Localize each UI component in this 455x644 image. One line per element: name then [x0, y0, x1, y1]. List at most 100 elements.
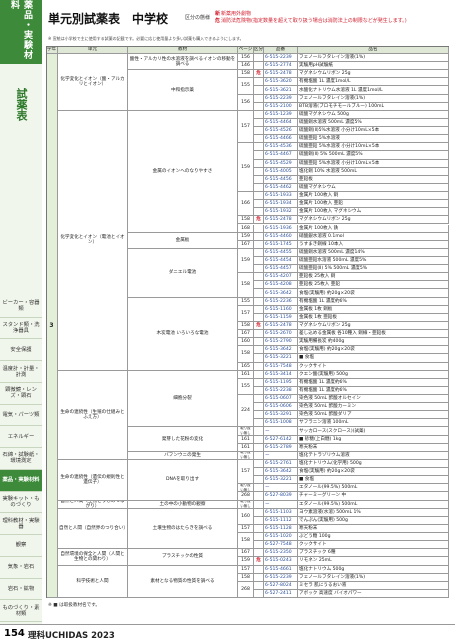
- nav-item[interactable]: 岩石・鉱物: [0, 579, 42, 601]
- item-name: ■ 食塩: [298, 354, 449, 363]
- material: DNAを取り出す: [128, 459, 238, 501]
- item-code: 6-515-1936: [264, 224, 298, 233]
- item-code: 6-515-4454: [264, 256, 298, 266]
- page-ref: 157: [238, 524, 254, 534]
- nav-item[interactable]: 石綿・試験紙・環境測定: [0, 448, 42, 470]
- category-mark: [254, 159, 264, 168]
- item-code: 6-515-1745: [264, 240, 298, 249]
- section-tab: 薬品・実験材料: [0, 0, 42, 64]
- category-mark: [254, 581, 264, 590]
- nav-item[interactable]: 電気・パーツ類: [0, 405, 42, 427]
- material: 土の中の小動物の観察: [128, 500, 238, 509]
- category-mark: [254, 443, 264, 452]
- item-code: 6-515-1934: [264, 200, 298, 209]
- page-ref: 155: [238, 78, 254, 95]
- item-code: 6-515-3291: [264, 411, 298, 420]
- nav-item[interactable]: 実験キット・ものづくり: [0, 492, 42, 514]
- footnote: ※ ■ は取扱教材名です。: [48, 603, 100, 608]
- page-ref: 156: [238, 94, 254, 111]
- item-code: 6-515-4207: [264, 273, 298, 282]
- item-name: 金属片 100枚入 亜鉛: [298, 200, 449, 209]
- item-code: ー: [264, 484, 298, 493]
- item-name: 金属板 1枚 銅板: [298, 305, 449, 314]
- material: 金属板: [128, 232, 238, 249]
- item-name: 水酸化ナトリウム水溶液 1L 濃度1mol/L: [298, 86, 449, 95]
- category-mark: [254, 240, 264, 249]
- category-mark: [254, 451, 264, 460]
- item-code: 6-515-2239: [264, 94, 298, 103]
- column-header: 単元: [58, 46, 128, 54]
- page-ref: 161: [238, 370, 254, 379]
- legend: 新新薬用外劇物危消防法危険物(指定数量を超えて取り扱う場合は消防法上の制限などが…: [215, 11, 451, 25]
- sidebar-bg: [0, 64, 42, 624]
- item-code: 6-515-0243: [264, 557, 298, 566]
- item-code: 6-515-1239: [264, 110, 298, 119]
- category-mark: [254, 175, 264, 184]
- item-name: 金属片 100枚入 マグネシウム: [298, 208, 449, 217]
- item-name: ■ 食塩: [298, 476, 449, 485]
- column-header: 品番: [264, 46, 298, 54]
- item-code: 6-515-4464: [264, 118, 298, 128]
- column-header: ページ: [238, 46, 254, 54]
- item-name: 染色液 50mL 酢酸カーミン: [298, 403, 449, 412]
- footer-page: 154: [4, 628, 25, 639]
- item-code: 6-515-4456: [264, 175, 298, 184]
- category-mark: [254, 200, 264, 209]
- item-name: サフラニン溶液 100mL: [298, 419, 449, 428]
- item-name: ヨウ素溶液(水溶) 500mL 1%: [298, 508, 449, 517]
- nav-item[interactable]: 薬品・実験材料: [0, 469, 42, 492]
- unit: 化学変化とイオン（電池とイオン）: [58, 110, 128, 371]
- material: ダニエル電池: [128, 248, 238, 298]
- page-ref: 158: [238, 216, 254, 225]
- nav-item[interactable]: 温度計・計量・計測: [0, 361, 42, 383]
- item-name: 有機塩酸 1L 濃度約6%: [298, 386, 449, 395]
- item-name: リモネン 25mL: [298, 557, 449, 566]
- item-name: 実験用備長炭 約400g: [298, 338, 449, 347]
- nav-item[interactable]: 安全保護: [0, 339, 42, 362]
- item-name: 寒天粉末: [298, 443, 449, 452]
- legend-mark: 危: [215, 18, 221, 24]
- category-mark: [254, 395, 264, 404]
- item-name: 金属片 100枚入 銅: [298, 192, 449, 201]
- item-code: 6-515-1159: [264, 313, 298, 322]
- item-name: チャーミーグリーン 中: [298, 492, 449, 501]
- category-mark: [254, 256, 264, 266]
- category-mark: [254, 110, 264, 119]
- item-code: 6-515-0607: [264, 395, 298, 404]
- item-name: ぶどう糖 100g: [298, 533, 449, 542]
- item-code: ー: [264, 500, 298, 509]
- page-ref: 166: [238, 192, 254, 217]
- item-code: ー: [264, 451, 298, 460]
- item-code: 6-515-3620: [264, 78, 298, 87]
- item-code: 6-515-4457: [264, 265, 298, 274]
- category-mark: [254, 330, 264, 339]
- page-ref: 取り扱い無し: [238, 500, 254, 509]
- page-ref: 取り扱い無し: [238, 484, 254, 493]
- material: 土壌生物のはたらきを調べる: [128, 508, 238, 550]
- item-name: マグネシウムリボン 25g: [298, 70, 449, 79]
- nav-item[interactable]: 理科教材・実験器: [0, 513, 42, 536]
- item-code: 6-515-0606: [264, 403, 298, 412]
- item-name: 有機塩酸 1L 濃度1mol/L: [298, 78, 449, 87]
- page-ref: 取り扱い無し: [238, 451, 254, 460]
- nav-item[interactable]: 観察: [0, 535, 42, 557]
- nav-item[interactable]: エネルギー: [0, 426, 42, 449]
- item-name: クックサイト: [298, 541, 449, 550]
- nav-item[interactable]: 顕微鏡・レンズ・顕石: [0, 383, 42, 405]
- item-code: 6-515-1020: [264, 533, 298, 542]
- legend-text: 新薬用外劇物: [221, 11, 252, 17]
- item-code: 6-515-2789: [264, 443, 298, 452]
- item-name: エタノール(99.5%) 500mL: [298, 484, 449, 493]
- material: 木炭電池 いろいろな電池: [128, 297, 238, 371]
- nav-item[interactable]: ビーカー・容器類: [0, 296, 42, 318]
- nav-item[interactable]: 気象・岩石: [0, 557, 42, 579]
- material: 発芽した花粉の変化: [128, 427, 238, 452]
- nav-item[interactable]: スタンド類・洗浄器具: [0, 318, 42, 340]
- page-ref: 158: [238, 346, 254, 363]
- item-code: 6-515-3621: [264, 86, 298, 95]
- item-name: フェノールフタレイン溶液(1%): [298, 94, 449, 103]
- page-ref: 155: [238, 297, 254, 306]
- nav-item[interactable]: ものづくり・素材類: [0, 600, 42, 622]
- category-mark: [254, 54, 264, 63]
- category-mark: [254, 500, 264, 509]
